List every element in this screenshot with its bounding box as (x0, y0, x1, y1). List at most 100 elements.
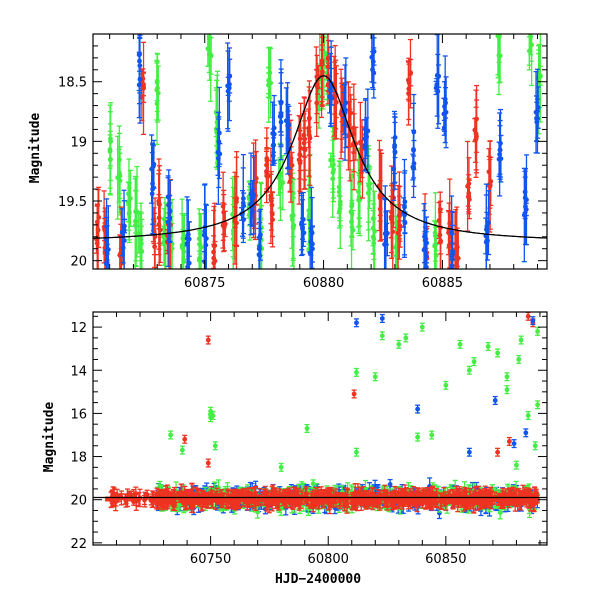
blue-series-point (166, 202, 172, 208)
blue-series-point (522, 195, 528, 201)
blue-series-point (421, 247, 427, 253)
blue-obs-point (387, 481, 393, 487)
red-series-point (95, 227, 101, 233)
green-series-point (433, 241, 439, 247)
blue-series-point (449, 229, 455, 235)
red-series-point (269, 198, 274, 204)
blue-series-point (411, 147, 416, 152)
red-series-point (94, 219, 100, 225)
blue-series-point (120, 245, 126, 251)
blue-series-point (328, 87, 333, 93)
plot-area (93, 26, 547, 269)
red-series-point (390, 229, 396, 235)
blue-series-point (216, 139, 222, 145)
green-obs-point (497, 510, 503, 515)
blue-series-point (521, 212, 527, 218)
red-series-point (453, 246, 459, 252)
red-series-point (466, 193, 472, 199)
panel-top-ylabel: Magnitude (28, 113, 43, 184)
green-series-point (126, 211, 132, 217)
blue-series-point (392, 150, 398, 155)
blue-series-point (535, 105, 541, 110)
y-tick-label: 19.5 (58, 195, 87, 210)
green-series-point (117, 170, 122, 176)
panel-bottom-xlabel: HJD−2400000 (275, 572, 361, 587)
plot-frame (92, 33, 548, 270)
green-series-point (330, 176, 336, 182)
blue-series-point (250, 195, 256, 201)
x-tick-label: 60880 (303, 276, 344, 291)
blue-series-point (225, 83, 231, 89)
red-series-point (156, 215, 162, 221)
panel-bottom-plot: Magnitude HJD−2400000 60750 60800 60850121… (42, 311, 548, 587)
red-series-point (220, 203, 226, 209)
blue-series-point (149, 191, 155, 197)
green-series-point (208, 52, 214, 58)
green-series-point (349, 211, 355, 217)
blue-series-point (165, 219, 171, 225)
red-series-point (473, 137, 478, 143)
green-series-point (328, 157, 334, 163)
blue-series-point (362, 136, 368, 142)
red-series-point (346, 132, 352, 138)
blue-series-point (523, 207, 529, 212)
x-tick-label: 60875 (184, 276, 225, 291)
blue-series-point (384, 231, 389, 237)
green-series-point (306, 208, 312, 214)
panel-bottom-ylabel: Magnitude (42, 402, 57, 473)
red-series-point (296, 157, 302, 163)
green-series-point (266, 78, 272, 84)
blue-series-point (278, 111, 284, 117)
blue-series-point (248, 191, 254, 197)
blue-series-point (308, 239, 314, 245)
green-series-point (367, 181, 373, 187)
red-series-point (487, 181, 493, 187)
green-series-point (139, 248, 144, 254)
panel-top-plot: Magnitude 60875 60880 60885 18.5 19 19.5 20 (28, 26, 548, 291)
blue-series-point (271, 131, 277, 137)
green-series-point (134, 209, 140, 215)
x-tick-label: 60885 (422, 276, 463, 291)
green-series-point (154, 101, 160, 107)
green-series-point (136, 231, 142, 236)
blue-series-point (240, 196, 246, 201)
y-tick-label: 20 (70, 255, 87, 270)
green-series-point (181, 249, 187, 255)
green-series-point (277, 173, 283, 179)
red-series-point (264, 156, 270, 161)
green-series-point (133, 219, 139, 224)
blue-series-point (104, 248, 110, 253)
green-series-point (107, 149, 113, 154)
green-series-point (337, 209, 342, 215)
green-series-point (372, 228, 378, 234)
red-series-point (212, 258, 218, 264)
blue-series-point (371, 70, 377, 76)
green-series-point (527, 26, 532, 31)
red-series-point (302, 136, 308, 142)
red-series-point (319, 62, 325, 67)
blue-series-point (285, 136, 291, 142)
green-series-point (496, 34, 502, 38)
blue-series-point (185, 264, 191, 269)
red-series-point (437, 232, 443, 238)
green-obs-point (310, 481, 316, 487)
plot-area (93, 312, 547, 520)
red-series-point (222, 221, 228, 227)
y-tick-label: 19 (70, 135, 87, 150)
blue-series-point (271, 142, 277, 148)
green-series-point (197, 231, 203, 237)
green-series-point (126, 191, 131, 197)
green-series-point (161, 239, 167, 245)
red-series-point (211, 243, 217, 249)
blue-series-point (441, 111, 447, 117)
blue-series-point (119, 229, 125, 235)
blue-series-point (362, 126, 368, 132)
blue-series-point (137, 58, 142, 64)
red-series-point (377, 183, 382, 188)
blue-series-point (486, 220, 491, 226)
red-series-point (265, 173, 271, 179)
blue-series-point (257, 253, 263, 259)
blue-series-point (257, 234, 262, 240)
blue-series-point (299, 220, 305, 226)
